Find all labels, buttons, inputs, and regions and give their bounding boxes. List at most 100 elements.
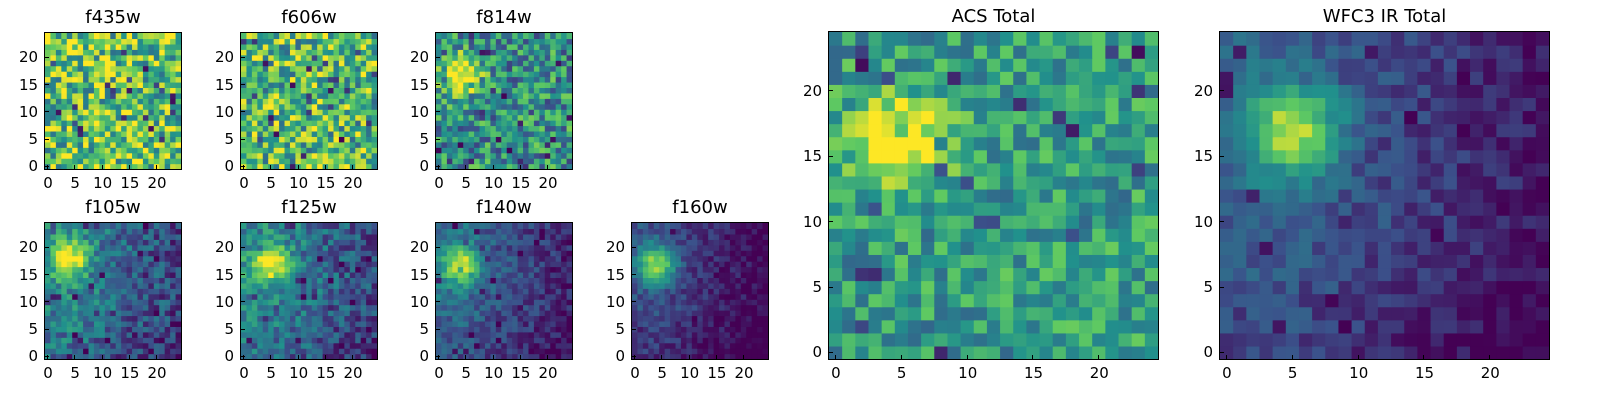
heatmap-cell (691, 293, 698, 300)
heatmap-cell (484, 228, 491, 235)
heatmap-cell (632, 250, 639, 257)
heatmap-cell (77, 33, 84, 40)
heatmap-cell (262, 320, 269, 327)
heatmap-cell (175, 38, 181, 45)
heatmap-cell (355, 147, 362, 154)
heatmap-cell (539, 337, 546, 344)
heatmap-cell (300, 348, 307, 355)
x-tick-label: 10 (484, 174, 504, 192)
heatmap-cell (115, 109, 122, 116)
heatmap-cell (153, 223, 160, 230)
heatmap-cell (246, 342, 253, 349)
heatmap-cell (344, 109, 351, 116)
heatmap-cell (960, 228, 975, 242)
heatmap-cell (300, 353, 307, 359)
heatmap-cell (463, 141, 470, 148)
heatmap-cell (907, 254, 922, 269)
heatmap-cell (126, 152, 133, 159)
heatmap-cell (713, 271, 720, 278)
heatmap-plot (435, 32, 573, 170)
heatmap-cell (490, 103, 497, 110)
heatmap-cell (273, 141, 280, 148)
heatmap-cell (104, 353, 111, 359)
heatmap-cell (947, 332, 962, 347)
heatmap-cell (490, 223, 497, 230)
heatmap-cell (246, 277, 253, 284)
heatmap-cell (960, 136, 975, 151)
heatmap-cell (83, 342, 90, 349)
heatmap-cell (675, 293, 682, 300)
heatmap-cell (539, 130, 546, 137)
heatmap-cell (55, 33, 62, 40)
heatmap-cell (50, 147, 57, 154)
heatmap-cell (757, 288, 764, 295)
heatmap-cell (279, 250, 286, 257)
heatmap-cell (691, 271, 698, 278)
heatmap-cell (523, 353, 530, 359)
heatmap-cell (300, 250, 307, 257)
heatmap-cell (164, 315, 171, 322)
heatmap-cell (257, 293, 264, 300)
heatmap-cell (1026, 136, 1041, 151)
heatmap-cell (528, 310, 535, 317)
heatmap-cell (512, 120, 519, 127)
heatmap-cell (164, 310, 171, 317)
heatmap-cell (637, 228, 644, 235)
heatmap-cell (175, 266, 181, 273)
x-tick-mark (519, 355, 521, 359)
heatmap-cell (533, 81, 540, 88)
heatmap-cell (284, 233, 291, 240)
heatmap-cell (479, 304, 486, 311)
heatmap-cell (474, 147, 481, 154)
heatmap-cell (436, 250, 443, 257)
heatmap-cell (121, 310, 128, 317)
heatmap-cell (344, 54, 351, 61)
heatmap-cell (648, 233, 655, 240)
heatmap-cell (55, 38, 62, 45)
heatmap-cell (762, 288, 768, 295)
y-tick-label: 10 (606, 292, 626, 311)
heatmap-cell (457, 250, 464, 257)
heatmap-cell (523, 33, 530, 40)
heatmap-cell (241, 71, 248, 78)
heatmap-cell (675, 250, 682, 257)
heatmap-cell (132, 288, 139, 295)
heatmap-cell (159, 342, 166, 349)
heatmap-cell (306, 320, 313, 327)
heatmap-cell (328, 293, 335, 300)
heatmap-cell (115, 54, 122, 61)
heatmap-cell (479, 49, 486, 56)
heatmap-cell (355, 125, 362, 132)
heatmap-cell (490, 304, 497, 311)
heatmap-cell (328, 331, 335, 338)
heatmap-cell (555, 136, 562, 143)
heatmap-cell (115, 33, 122, 40)
heatmap-cell (142, 250, 149, 257)
heatmap-cell (306, 87, 313, 94)
heatmap-cell (506, 342, 513, 349)
heatmap-cell (317, 98, 324, 105)
heatmap-cell (45, 125, 52, 132)
heatmap-cell (322, 271, 329, 278)
heatmap-cell (561, 81, 568, 88)
heatmap-cell (50, 71, 57, 78)
heatmap-cell (746, 266, 753, 273)
heatmap-cell (164, 81, 171, 88)
heatmap-cell (349, 103, 356, 110)
heatmap-cell (164, 342, 171, 349)
heatmap-cell (45, 348, 52, 355)
heatmap-cell (561, 228, 568, 235)
heatmap-cell (142, 331, 149, 338)
heatmap-cell (484, 147, 491, 154)
heatmap-cell (153, 54, 160, 61)
heatmap-cell (523, 326, 530, 333)
heatmap-cell (468, 98, 475, 105)
heatmap-cell (550, 304, 557, 311)
heatmap-cell (115, 304, 122, 311)
heatmap-cell (170, 320, 177, 327)
heatmap-cell (93, 326, 100, 333)
heatmap-cell (719, 239, 726, 246)
heatmap-cell (506, 87, 513, 94)
heatmap-cell (121, 282, 128, 289)
heatmap-cell (664, 223, 671, 230)
